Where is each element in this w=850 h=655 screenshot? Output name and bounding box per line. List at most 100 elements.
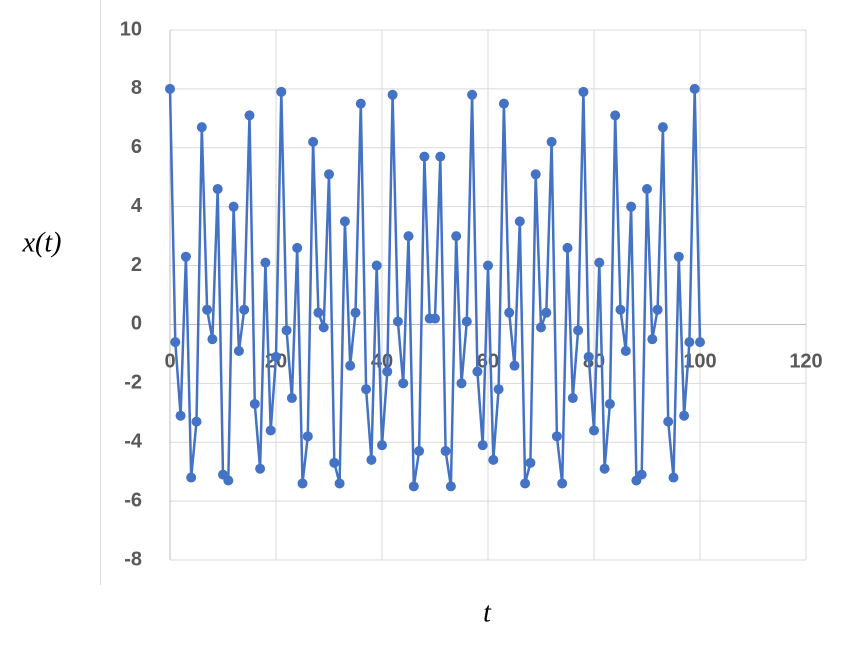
data-point — [297, 478, 308, 489]
data-point — [599, 463, 610, 474]
data-point — [276, 86, 287, 97]
data-point — [382, 366, 393, 377]
data-point — [536, 322, 546, 333]
data-point — [657, 122, 668, 133]
data-point — [271, 351, 281, 362]
data-point — [265, 425, 276, 436]
data-point — [324, 169, 334, 180]
data-point — [663, 416, 674, 427]
data-point — [445, 481, 456, 492]
data-point — [583, 351, 594, 362]
y-tick-label: -8 — [124, 548, 142, 570]
data-point — [435, 151, 446, 162]
data-point — [361, 384, 372, 395]
data-point — [520, 478, 531, 489]
data-point — [414, 446, 425, 457]
x-axis-label: t — [483, 597, 492, 628]
data-point — [387, 89, 398, 100]
data-point — [483, 260, 493, 271]
data-point — [430, 313, 440, 324]
data-point — [440, 446, 451, 457]
data-point — [679, 410, 690, 421]
data-point — [551, 431, 562, 442]
data-point — [689, 83, 700, 94]
data-point — [318, 322, 329, 333]
data-point — [398, 378, 409, 389]
data-point — [228, 201, 239, 212]
data-point — [239, 304, 250, 315]
data-point — [498, 98, 509, 109]
data-point — [244, 110, 255, 121]
data-point — [652, 304, 663, 315]
data-point — [292, 242, 303, 253]
data-point — [695, 337, 705, 348]
data-point — [350, 307, 361, 318]
data-point — [642, 184, 652, 194]
data-point — [249, 398, 260, 409]
data-point — [541, 307, 552, 318]
data-point — [620, 345, 631, 356]
data-point — [461, 316, 472, 327]
data-point — [202, 304, 213, 315]
data-point — [175, 410, 186, 421]
data-point — [472, 366, 483, 377]
data-point — [562, 242, 573, 253]
data-point — [467, 89, 478, 100]
data-point — [408, 481, 419, 492]
data-point — [339, 216, 350, 227]
data-point — [477, 440, 488, 451]
data-point — [207, 334, 218, 345]
y-axis-label: x(t) — [22, 227, 62, 258]
data-point — [604, 398, 615, 409]
data-point — [403, 231, 414, 242]
data-point — [567, 393, 578, 404]
data-point — [281, 325, 292, 336]
x-tick-label: 0 — [164, 351, 175, 373]
data-point — [488, 454, 499, 465]
data-point — [260, 257, 271, 268]
data-point — [377, 440, 387, 451]
data-point — [546, 136, 557, 147]
data-point — [308, 136, 319, 147]
data-point — [578, 86, 589, 97]
data-point — [451, 231, 462, 242]
data-point — [196, 122, 207, 133]
data-point — [286, 393, 297, 404]
y-tick-label: -4 — [124, 431, 143, 453]
data-point — [493, 384, 504, 395]
data-point — [334, 478, 345, 489]
data-point — [636, 469, 647, 480]
y-tick-label: -6 — [124, 489, 142, 511]
data-point — [255, 463, 266, 474]
data-point — [456, 378, 467, 389]
y-tick-label: 4 — [131, 195, 143, 217]
x-tick-label: 120 — [789, 351, 822, 373]
data-point — [509, 360, 520, 371]
data-point — [557, 478, 568, 489]
data-point — [610, 110, 621, 121]
data-point — [366, 454, 377, 465]
data-point — [329, 457, 340, 468]
data-point — [573, 325, 584, 336]
data-point — [684, 337, 695, 348]
data-point — [392, 316, 403, 327]
data-point — [615, 304, 626, 315]
data-point — [180, 251, 191, 262]
data-point — [233, 345, 244, 356]
y-tick-label: 8 — [131, 77, 142, 99]
data-point — [313, 307, 324, 318]
data-point — [223, 475, 234, 486]
data-point — [170, 337, 181, 348]
data-point — [594, 257, 605, 268]
data-point — [165, 83, 175, 94]
data-point — [514, 216, 525, 227]
y-tick-label: 2 — [131, 254, 142, 276]
data-point — [626, 201, 637, 212]
data-point — [589, 425, 599, 436]
data-point — [647, 334, 658, 345]
data-point — [525, 457, 536, 468]
data-point — [668, 472, 679, 483]
data-point — [530, 169, 541, 180]
data-point — [212, 184, 223, 194]
